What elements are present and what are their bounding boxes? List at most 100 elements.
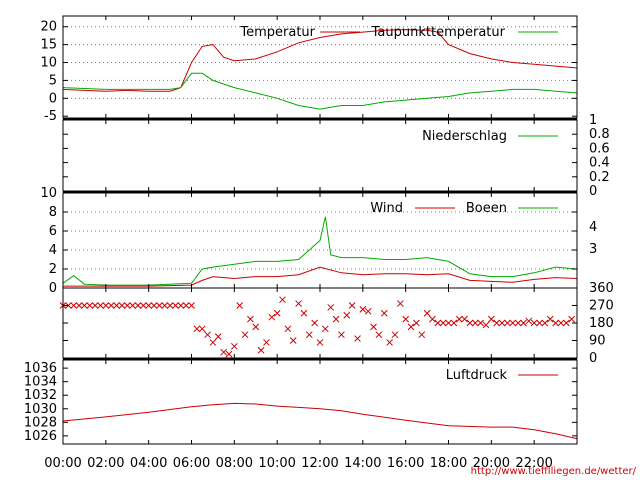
scatter-point (445, 319, 452, 327)
scatter-point (252, 323, 260, 331)
legend-label: Taupunkttemperatur (371, 25, 506, 40)
scatter-point (552, 319, 559, 327)
scatter-point (375, 331, 383, 339)
y-tick-label: 90 (589, 334, 606, 349)
scatter-point (123, 302, 131, 309)
scatter-point (402, 315, 410, 323)
scatter-point (139, 302, 147, 309)
scatter-point (455, 315, 463, 323)
scatter-point (193, 325, 201, 333)
scatter-point (461, 315, 468, 323)
scatter-point (557, 319, 565, 327)
legend-label: Wind (370, 201, 403, 216)
scatter-point (230, 342, 238, 350)
y-tick-label: 0.2 (589, 170, 610, 185)
scatter-point (102, 302, 110, 309)
scatter-point (289, 337, 297, 344)
y-tick-label: 270 (589, 299, 614, 314)
scatter-point (493, 319, 501, 327)
scatter-point (327, 304, 335, 311)
y-tick-label: 0 (589, 184, 597, 199)
scatter-point (514, 319, 522, 327)
scatter-point (188, 302, 195, 309)
scatter-point (263, 339, 270, 346)
scatter-point (343, 311, 351, 319)
y-tick-label: 1036 (24, 361, 57, 376)
y-tick-label: 1026 (24, 429, 57, 444)
scatter-point (295, 300, 302, 307)
scatter-point (413, 319, 420, 327)
scatter-point (498, 319, 506, 327)
x-tick-label: 20:00 (473, 456, 510, 471)
scatter-point (241, 331, 249, 339)
scatter-point (359, 306, 367, 313)
y-tick-label: 6 (49, 224, 57, 239)
scatter-point (279, 296, 286, 304)
scatter-point (113, 302, 120, 309)
y-tick-label: 0.4 (589, 156, 610, 171)
panel-frame-wind_direction (62, 287, 578, 359)
scatter-point (525, 317, 533, 325)
y-tick-label: 8 (49, 205, 57, 220)
footer-url[interactable]: http://www.tiefflliegen.de/wetter/ (470, 466, 636, 477)
scatter-point (530, 319, 538, 327)
scatter-point (568, 315, 575, 323)
scatter-point (182, 302, 190, 309)
series-line-wind (63, 266, 577, 287)
scatter-point (177, 302, 185, 309)
scatter-point (129, 302, 136, 309)
x-tick-label: 12:00 (301, 456, 338, 471)
series-line-luftdruck (62, 402, 577, 440)
scatter-point (161, 302, 169, 309)
scatter-point (91, 302, 99, 309)
scatter-point (536, 319, 543, 327)
scatter-point (322, 325, 329, 333)
scatter-point (471, 319, 479, 327)
y-tick-label: 1034 (24, 375, 57, 390)
scatter-point (477, 319, 484, 327)
scatter-point (284, 325, 292, 333)
grid-layer (63, 26, 577, 270)
x-tick-label: 00:00 (44, 456, 81, 471)
scatter-point (380, 309, 388, 317)
x-tick-label: 22:00 (515, 456, 552, 471)
x-tick-label: 02:00 (87, 456, 124, 471)
y-tick-label: 20 (40, 20, 57, 35)
scatter-point (145, 302, 153, 309)
scatter-point (429, 315, 436, 323)
y-tick-label: 0 (49, 91, 57, 106)
legend-label: Boeen (466, 201, 507, 216)
scatter-point (97, 302, 104, 309)
scatter-point (236, 302, 244, 309)
y-tick-label: 180 (589, 316, 614, 331)
scatter-point (364, 307, 372, 315)
y-right-label: 3 (589, 242, 597, 257)
scatter-point (107, 302, 115, 309)
scatter-point (214, 333, 222, 340)
scatter-point (118, 302, 126, 309)
scatter-point (407, 323, 415, 331)
scatter-point (225, 350, 233, 358)
y-tick-label: 5 (49, 73, 57, 88)
y-right-label: 4 (589, 220, 597, 235)
scatter-point (520, 319, 527, 327)
scatter-point (75, 302, 83, 309)
scatter-point (482, 321, 490, 329)
scatter-point (166, 302, 174, 309)
y-tick-label: -5 (44, 109, 57, 124)
legend-label: Luftdruck (446, 368, 508, 383)
y-tick-label: 1028 (24, 415, 57, 430)
legend-label: Niederschlag (422, 129, 507, 144)
y-tick-label: 0 (49, 281, 57, 296)
y-tick-label: 360 (589, 281, 614, 296)
scatter-point (220, 348, 227, 356)
scatter-point (150, 302, 158, 309)
scatter-point (81, 302, 88, 309)
scatter-point (70, 302, 78, 309)
y-tick-label: 2 (49, 262, 57, 277)
scatter-point (332, 315, 340, 323)
scatter-point (257, 346, 265, 354)
y-tick-label: 15 (40, 38, 57, 53)
scatter-point (354, 335, 361, 342)
